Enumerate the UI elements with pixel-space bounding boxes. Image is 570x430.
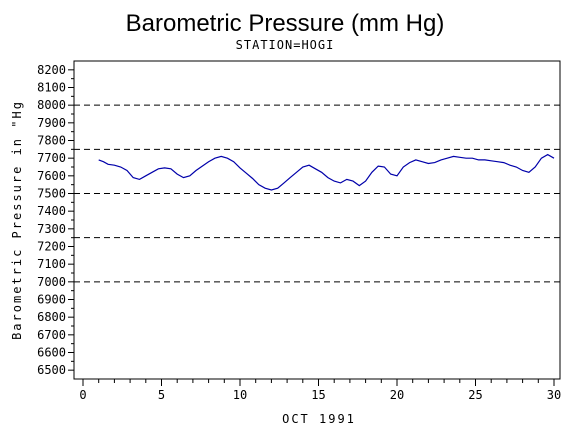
y-tick-label: 6500	[37, 363, 66, 377]
x-tick-label: 25	[468, 388, 482, 402]
y-tick-label: 6600	[37, 346, 66, 360]
y-tick-label: 7900	[37, 116, 66, 130]
y-tick-label: 7600	[37, 169, 66, 183]
y-tick-label: 7200	[37, 240, 66, 254]
x-tick-label: 30	[547, 388, 561, 402]
y-tick-label: 6900	[37, 293, 66, 307]
y-tick-label: 6700	[37, 328, 66, 342]
series-group	[98, 153, 555, 191]
y-tick-label: 7000	[37, 275, 66, 289]
y-tick-label: 6800	[37, 310, 66, 324]
reference-lines	[74, 104, 560, 283]
x-axis-label: OCT 1991	[282, 412, 356, 426]
y-tick-label: 7300	[37, 222, 66, 236]
x-tick-label: 20	[390, 388, 404, 402]
y-tick-label: 7400	[37, 204, 66, 218]
y-tick-label: 7800	[37, 134, 66, 148]
y-tick-label: 7500	[37, 187, 66, 201]
x-tick-label: 10	[233, 388, 247, 402]
y-tick-label: 8200	[37, 63, 66, 77]
x-tick-label: 0	[79, 388, 86, 402]
x-axis: 0 5 10 15 20 25 30	[79, 379, 561, 402]
y-tick-label: 8100	[37, 81, 66, 95]
y-tick-label: 7700	[37, 151, 66, 165]
y-tick-label: 8000	[37, 98, 66, 112]
y-tick-label: 7100	[37, 257, 66, 271]
chart-subtitle: STATION=HOGI	[236, 38, 335, 52]
series-line	[98, 153, 555, 191]
x-tick-label: 15	[311, 388, 325, 402]
y-axis: 6500 6600 6700 6800 6900 7000 7100 7200 7300 7400…	[37, 63, 74, 377]
chart-title: Barometric Pressure (mm Hg)	[126, 10, 445, 37]
y-axis-label: Barometric Pressure in "Hg	[10, 100, 24, 340]
x-tick-label: 5	[158, 388, 165, 402]
plot-frame	[73, 60, 561, 380]
